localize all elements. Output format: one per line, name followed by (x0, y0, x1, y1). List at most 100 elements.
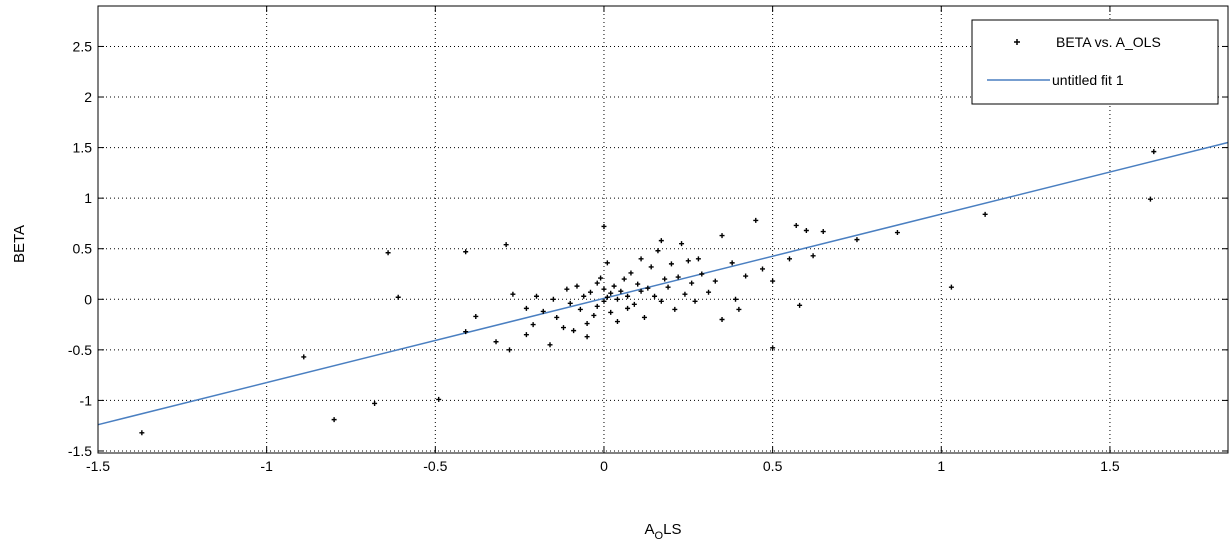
data-point (641, 314, 647, 320)
legend: BETA vs. A_OLS untitled fit 1 (971, 19, 1219, 105)
data-point (760, 266, 766, 272)
legend-label-fit: untitled fit 1 (1052, 72, 1124, 88)
data-point (621, 276, 627, 282)
data-point (638, 256, 644, 262)
data-point (139, 430, 145, 436)
data-point (473, 313, 479, 319)
data-point (665, 284, 671, 290)
data-point (668, 261, 674, 267)
data-point (598, 275, 604, 281)
data-point (601, 286, 607, 292)
x-tick-label: 0 (600, 458, 608, 474)
data-point (594, 280, 600, 286)
y-tick-label: -1 (80, 392, 93, 408)
data-point (463, 329, 469, 335)
x-tick-label: -0.5 (423, 458, 447, 474)
x-tick-label: 0.5 (763, 458, 783, 474)
data-point (625, 293, 631, 299)
data-point (567, 300, 573, 306)
data-point (530, 322, 536, 328)
data-point (614, 319, 620, 325)
y-tick-label: 1.5 (73, 140, 93, 156)
data-point (854, 237, 860, 243)
data-point (719, 317, 725, 323)
data-point (645, 285, 651, 291)
data-point (618, 288, 624, 294)
data-point (770, 345, 776, 351)
data-point (719, 233, 725, 239)
data-point (695, 256, 701, 262)
data-point (682, 291, 688, 297)
data-point (577, 306, 583, 312)
data-point (534, 293, 540, 299)
data-point (736, 306, 742, 312)
fit-line-layer (97, 141, 1229, 426)
data-point (554, 314, 560, 320)
data-point (372, 400, 378, 406)
data-point (631, 301, 637, 307)
data-point (395, 294, 401, 300)
data-point (786, 256, 792, 262)
data-point (679, 241, 685, 247)
x-tick-label: 1 (937, 458, 945, 474)
ticks: -1.5 -1 -0.5 0 0.5 1 1.5 -1.5 -1 -0.5 0 0.5 1 1.5 2 2.5 (68, 6, 1228, 474)
legend-entry-fit: untitled fit 1 (987, 72, 1124, 88)
y-tick-label: -1.5 (68, 443, 92, 459)
y-tick-label: 2.5 (73, 38, 93, 54)
data-point (604, 294, 610, 300)
data-point (1151, 149, 1157, 155)
data-point (510, 291, 516, 297)
data-point (638, 288, 644, 294)
data-point (523, 305, 529, 311)
data-point (712, 278, 718, 284)
points-layer (139, 149, 1157, 436)
data-point (611, 283, 617, 289)
y-axis-label: BETA (11, 225, 28, 263)
data-point (594, 303, 600, 309)
axes-box (97, 5, 1229, 454)
data-point (581, 293, 587, 299)
data-point (625, 305, 631, 311)
x-tick-label: 1.5 (1100, 458, 1120, 474)
data-point (982, 211, 988, 217)
y-tick-label: -0.5 (68, 342, 92, 358)
data-point (547, 342, 553, 348)
data-point (564, 286, 570, 292)
x-tick-label: -1 (260, 458, 273, 474)
x-tick-label: -1.5 (86, 458, 110, 474)
data-point (675, 274, 681, 280)
data-point (331, 417, 337, 423)
x-axis-label-rest: LS (663, 521, 681, 538)
data-point (601, 223, 607, 229)
data-point (301, 354, 307, 360)
legend-point-marker (1014, 39, 1020, 45)
data-point (648, 264, 654, 270)
data-point (540, 308, 546, 314)
data-point (628, 270, 634, 276)
data-point (803, 228, 809, 234)
data-point (743, 273, 749, 279)
data-point (652, 293, 658, 299)
data-point (948, 284, 954, 290)
data-point (463, 249, 469, 255)
data-point (574, 283, 580, 289)
data-point (584, 334, 590, 340)
x-axis-label-sub: O (655, 530, 664, 542)
data-point (662, 276, 668, 282)
data-point (571, 328, 577, 334)
data-point (550, 296, 556, 302)
data-point (1147, 196, 1153, 202)
y-tick-label: 0.5 (73, 241, 93, 257)
data-point (692, 298, 698, 304)
data-point (587, 289, 593, 295)
legend-entry-points: BETA vs. A_OLS (1014, 34, 1161, 50)
data-point (810, 253, 816, 259)
data-point (436, 396, 442, 402)
data-point (591, 312, 597, 318)
data-point (493, 339, 499, 345)
y-tick-label: 1 (84, 190, 92, 206)
data-point (655, 248, 661, 254)
data-point (507, 347, 513, 353)
